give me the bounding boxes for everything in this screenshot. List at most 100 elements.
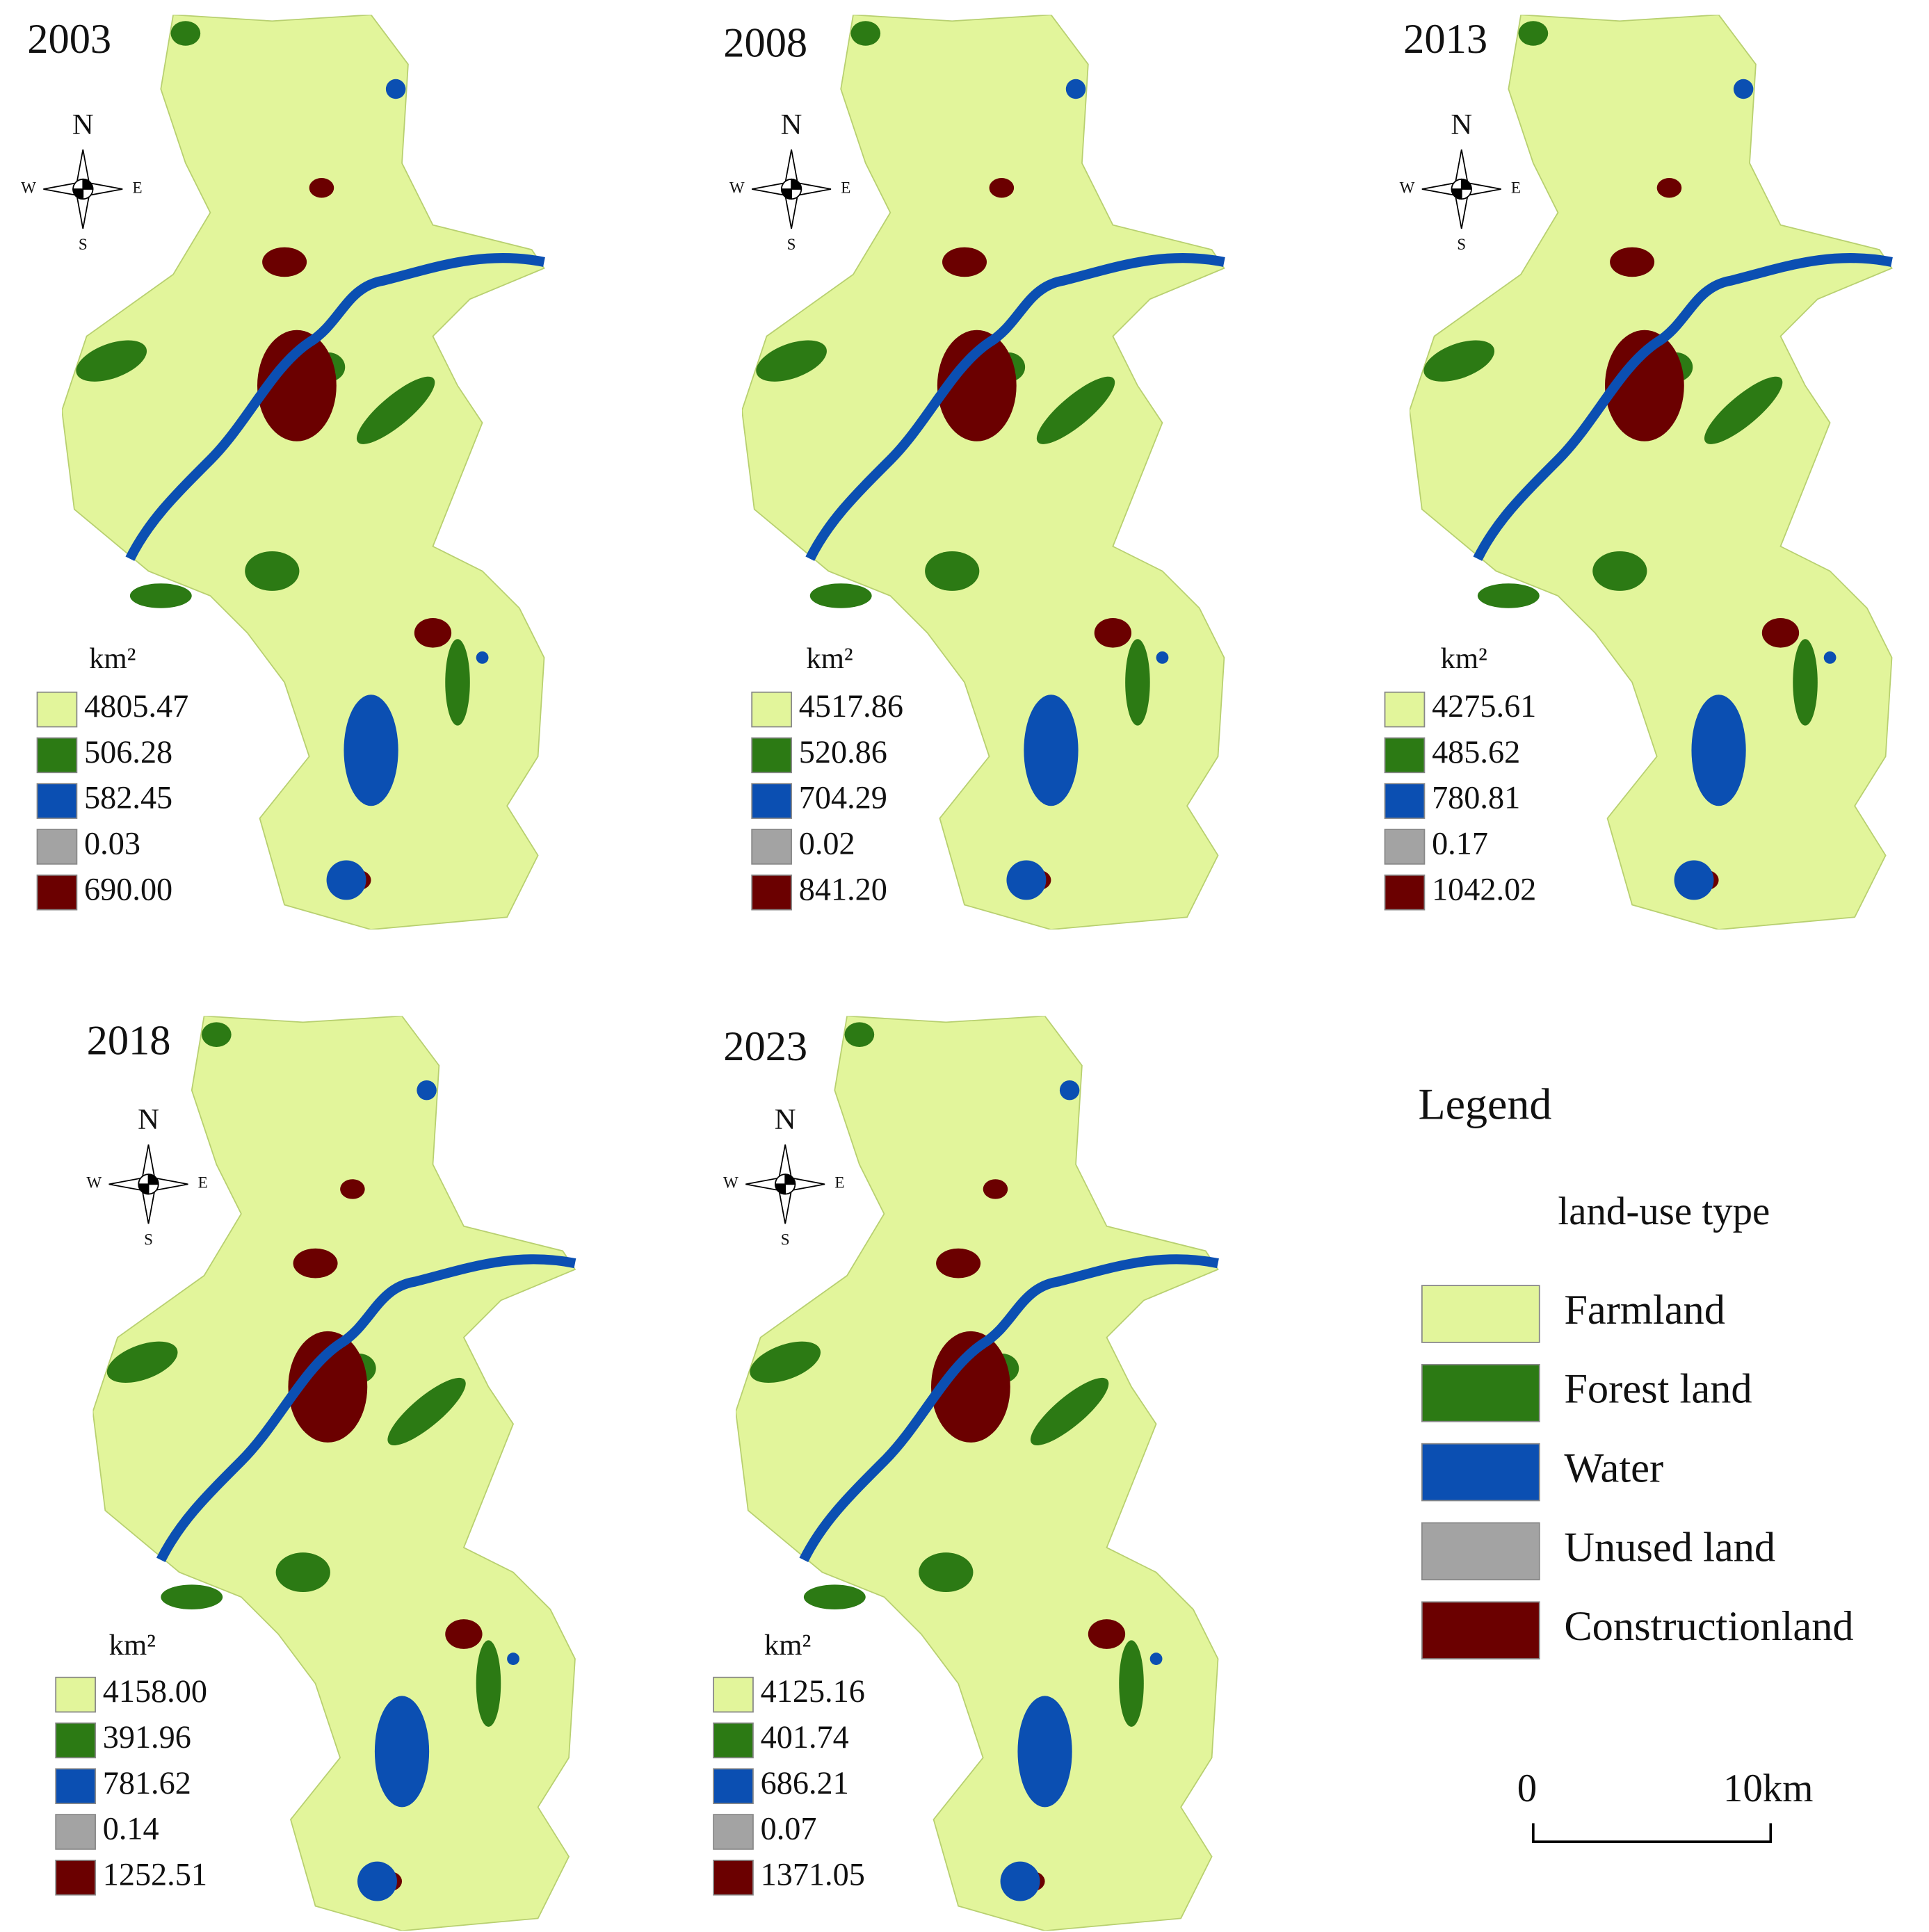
area-swatch xyxy=(55,1768,96,1804)
legend-label: Unused land xyxy=(1564,1524,1775,1570)
area-unit: km² xyxy=(806,642,853,675)
area-unit: km² xyxy=(764,1629,811,1662)
area-unit: km² xyxy=(1441,642,1487,675)
scale-start: 0 xyxy=(1517,1767,1537,1810)
scale-bar: 0 10km xyxy=(1517,1767,1814,1843)
compass-e: E xyxy=(132,178,142,196)
area-value: 401.74 xyxy=(761,1719,849,1755)
area-swatch xyxy=(713,1768,754,1804)
area-value: 0.07 xyxy=(761,1811,817,1846)
legend-label: Farmland xyxy=(1564,1287,1725,1333)
area-swatch xyxy=(55,1814,96,1850)
area-value: 0.17 xyxy=(1432,826,1488,861)
panel-year: 2018 xyxy=(87,1017,171,1064)
compass xyxy=(1422,149,1501,229)
legend-swatch xyxy=(1421,1601,1540,1659)
area-value: 4517.86 xyxy=(799,688,903,724)
area-swatch xyxy=(1384,737,1426,774)
compass-w: W xyxy=(86,1174,102,1192)
area-swatch xyxy=(751,737,792,774)
area-value: 0.14 xyxy=(103,1811,159,1846)
legend-swatch xyxy=(1421,1443,1540,1502)
area-swatch xyxy=(1384,691,1426,728)
area-value: 704.29 xyxy=(799,780,887,815)
compass-s: S xyxy=(79,235,88,253)
compass xyxy=(109,1144,188,1224)
area-value: 4125.16 xyxy=(761,1673,865,1709)
area-value: 520.86 xyxy=(799,734,887,770)
area-swatch xyxy=(713,1722,754,1759)
area-value: 391.96 xyxy=(103,1719,191,1755)
area-value: 0.03 xyxy=(84,826,140,861)
area-swatch xyxy=(751,874,792,911)
compass-w: W xyxy=(1400,178,1415,196)
compass-s: S xyxy=(781,1230,790,1248)
area-value: 1042.02 xyxy=(1432,871,1536,907)
compass-e: E xyxy=(1511,178,1521,196)
area-value: 582.45 xyxy=(84,780,172,815)
area-value: 690.00 xyxy=(84,871,172,907)
area-swatch xyxy=(36,874,78,911)
compass xyxy=(745,1144,825,1224)
area-swatch xyxy=(1384,829,1426,865)
area-value: 686.21 xyxy=(761,1765,849,1801)
area-swatch xyxy=(36,829,78,865)
area-swatch xyxy=(713,1859,754,1896)
legend-subtitle: land-use type xyxy=(1558,1190,1770,1233)
area-unit: km² xyxy=(109,1629,156,1662)
area-swatch xyxy=(36,691,78,728)
area-swatch xyxy=(1384,783,1426,819)
area-value: 1252.51 xyxy=(103,1856,207,1892)
legend-label: Constructionland xyxy=(1564,1603,1853,1650)
area-swatch xyxy=(55,1676,96,1713)
panel-year: 2013 xyxy=(1403,16,1487,63)
panel-year: 2008 xyxy=(723,19,807,66)
compass xyxy=(752,149,831,229)
legend-title: Legend xyxy=(1419,1080,1552,1129)
area-value: 780.81 xyxy=(1432,780,1520,815)
area-value: 0.02 xyxy=(799,826,855,861)
legend-swatch xyxy=(1421,1364,1540,1422)
compass-e: E xyxy=(834,1174,844,1192)
compass-n: N xyxy=(1451,108,1472,141)
area-swatch xyxy=(713,1814,754,1850)
area-swatch xyxy=(751,691,792,728)
compass-w: W xyxy=(723,1174,738,1192)
area-value: 485.62 xyxy=(1432,734,1520,770)
compass-n: N xyxy=(138,1103,159,1136)
compass-s: S xyxy=(144,1230,153,1248)
compass-n: N xyxy=(781,108,802,141)
compass-e: E xyxy=(841,178,850,196)
legend-swatch xyxy=(1421,1285,1540,1343)
scale-end: 10km xyxy=(1723,1767,1814,1810)
compass-w: W xyxy=(21,178,36,196)
area-value: 781.62 xyxy=(103,1765,191,1801)
area-value: 4158.00 xyxy=(103,1673,207,1709)
legend-swatch xyxy=(1421,1522,1540,1581)
compass xyxy=(43,149,122,229)
compass-n: N xyxy=(775,1103,796,1136)
compass-e: E xyxy=(198,1174,208,1192)
legend-label: Water xyxy=(1564,1445,1663,1491)
area-swatch xyxy=(1384,874,1426,911)
legend-label: Forest land xyxy=(1564,1366,1752,1413)
compass-n: N xyxy=(72,108,94,141)
scale-line xyxy=(1532,1823,1773,1843)
compass-s: S xyxy=(787,235,796,253)
area-swatch xyxy=(55,1722,96,1759)
area-swatch xyxy=(751,783,792,819)
area-swatch xyxy=(55,1859,96,1896)
area-value: 506.28 xyxy=(84,734,172,770)
area-swatch xyxy=(36,783,78,819)
panel-year: 2003 xyxy=(27,16,111,63)
area-value: 4805.47 xyxy=(84,688,188,724)
area-value: 4275.61 xyxy=(1432,688,1536,724)
area-swatch xyxy=(713,1676,754,1713)
area-value: 1371.05 xyxy=(761,1856,865,1892)
area-swatch xyxy=(751,829,792,865)
area-swatch xyxy=(36,737,78,774)
compass-w: W xyxy=(729,178,745,196)
compass-s: S xyxy=(1457,235,1466,253)
